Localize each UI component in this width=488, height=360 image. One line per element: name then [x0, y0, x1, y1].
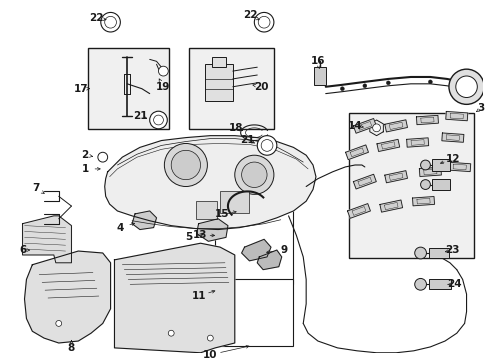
- Bar: [205, 64, 232, 102]
- Polygon shape: [406, 138, 428, 147]
- Circle shape: [104, 16, 116, 28]
- Bar: [220, 192, 249, 213]
- Text: 5: 5: [185, 232, 192, 242]
- Circle shape: [372, 124, 380, 132]
- Text: 7: 7: [33, 184, 40, 193]
- Polygon shape: [376, 139, 399, 152]
- Circle shape: [98, 152, 107, 162]
- Polygon shape: [441, 133, 463, 142]
- Polygon shape: [416, 115, 438, 125]
- Text: 22: 22: [243, 10, 257, 21]
- Text: 8: 8: [68, 343, 75, 353]
- Circle shape: [257, 136, 276, 155]
- Text: 15: 15: [214, 209, 229, 219]
- Circle shape: [340, 87, 344, 91]
- Polygon shape: [347, 204, 370, 218]
- Circle shape: [241, 162, 266, 188]
- Text: 24: 24: [447, 279, 461, 289]
- Circle shape: [386, 81, 389, 85]
- Circle shape: [362, 84, 366, 88]
- Circle shape: [168, 330, 174, 336]
- Polygon shape: [22, 216, 71, 263]
- Text: 22: 22: [88, 13, 103, 23]
- Circle shape: [158, 66, 168, 76]
- Polygon shape: [257, 250, 281, 270]
- Text: 4: 4: [117, 222, 124, 233]
- Bar: [313, 67, 325, 85]
- Polygon shape: [241, 239, 270, 261]
- Bar: [431, 179, 449, 190]
- Circle shape: [427, 80, 431, 84]
- Circle shape: [420, 160, 429, 170]
- Text: 21: 21: [240, 135, 254, 145]
- Polygon shape: [196, 219, 227, 241]
- Polygon shape: [412, 197, 434, 206]
- Text: 2: 2: [81, 150, 89, 160]
- Text: 21: 21: [132, 111, 147, 121]
- Bar: [215, 192, 293, 284]
- Bar: [88, 48, 169, 129]
- Polygon shape: [353, 174, 376, 189]
- Text: 6: 6: [19, 245, 26, 255]
- Circle shape: [414, 247, 426, 259]
- Bar: [428, 248, 448, 258]
- Circle shape: [56, 320, 61, 327]
- Bar: [431, 159, 449, 171]
- Circle shape: [258, 16, 269, 28]
- Text: 16: 16: [310, 56, 325, 66]
- Polygon shape: [384, 171, 407, 183]
- Circle shape: [234, 155, 273, 194]
- Polygon shape: [379, 200, 402, 212]
- Polygon shape: [114, 243, 234, 353]
- Text: 20: 20: [253, 82, 268, 92]
- Bar: [195, 201, 217, 219]
- Circle shape: [207, 335, 213, 341]
- Circle shape: [261, 140, 272, 151]
- Polygon shape: [353, 118, 376, 133]
- Polygon shape: [369, 120, 383, 136]
- Circle shape: [153, 115, 163, 125]
- Polygon shape: [132, 211, 156, 230]
- Text: 1: 1: [81, 164, 89, 174]
- Text: 12: 12: [445, 154, 459, 164]
- Circle shape: [149, 111, 167, 129]
- Polygon shape: [445, 112, 467, 121]
- Circle shape: [414, 278, 426, 290]
- Bar: [188, 48, 273, 129]
- Circle shape: [420, 180, 429, 189]
- Text: 10: 10: [203, 350, 217, 360]
- Text: 19: 19: [156, 82, 170, 92]
- Circle shape: [455, 76, 476, 98]
- Circle shape: [254, 13, 273, 32]
- Text: 17: 17: [74, 84, 88, 94]
- Text: 14: 14: [347, 121, 362, 131]
- Circle shape: [164, 144, 207, 186]
- Polygon shape: [419, 167, 441, 176]
- Text: 13: 13: [193, 230, 207, 240]
- Polygon shape: [448, 162, 470, 172]
- Polygon shape: [384, 120, 407, 132]
- Circle shape: [101, 13, 120, 32]
- Bar: [215, 279, 293, 346]
- Polygon shape: [24, 251, 110, 343]
- Polygon shape: [104, 136, 315, 230]
- Text: 18: 18: [228, 123, 243, 133]
- Circle shape: [171, 150, 200, 180]
- Circle shape: [448, 69, 483, 104]
- Bar: [348, 113, 473, 258]
- Bar: [212, 57, 225, 67]
- Text: 23: 23: [445, 245, 459, 255]
- Text: 11: 11: [191, 291, 205, 301]
- Bar: [428, 279, 450, 289]
- Text: 9: 9: [280, 245, 286, 255]
- Text: 3: 3: [477, 103, 484, 113]
- Polygon shape: [345, 145, 368, 159]
